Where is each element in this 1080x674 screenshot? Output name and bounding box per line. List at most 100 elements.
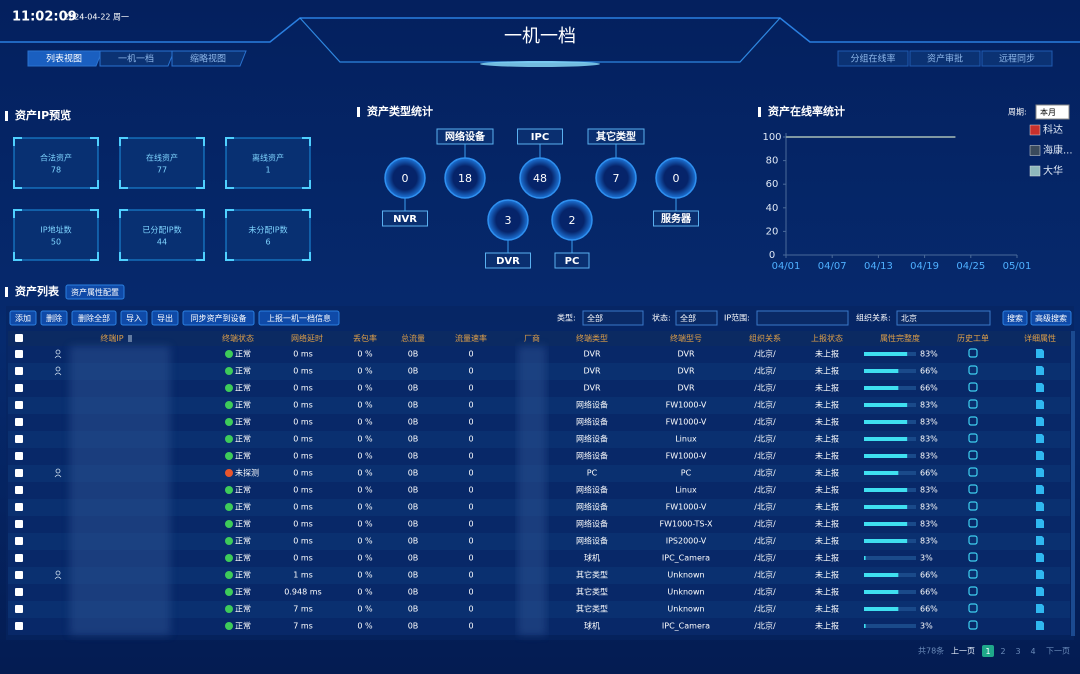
tab-label[interactable]: 远程同步 xyxy=(999,54,1035,65)
history-icon[interactable] xyxy=(968,382,978,392)
checkbox[interactable] xyxy=(15,367,23,375)
detail-icon[interactable] xyxy=(1036,451,1044,460)
tab-label[interactable]: 列表视图 xyxy=(46,53,82,65)
period-value[interactable]: 本月 xyxy=(1040,107,1056,117)
checkbox[interactable] xyxy=(15,503,23,511)
detail-icon[interactable] xyxy=(1036,587,1044,596)
button-label[interactable]: 导入 xyxy=(126,314,142,323)
tab[interactable] xyxy=(171,50,247,67)
page-number[interactable]: 1 xyxy=(985,647,990,656)
select[interactable] xyxy=(675,310,718,326)
checkbox[interactable] xyxy=(15,588,23,596)
tab-label[interactable]: 资产审批 xyxy=(927,53,963,65)
button-label[interactable]: 同步资产到设备 xyxy=(191,313,247,323)
page-number[interactable]: 3 xyxy=(1015,647,1020,656)
select[interactable] xyxy=(582,310,644,326)
prev-page[interactable]: 上一页 xyxy=(951,647,975,656)
history-icon[interactable] xyxy=(968,586,978,596)
page-number[interactable]: 4 xyxy=(1030,647,1035,656)
detail-icon[interactable] xyxy=(1036,417,1044,426)
button[interactable] xyxy=(9,310,37,326)
checkbox[interactable] xyxy=(15,520,23,528)
checkbox[interactable] xyxy=(15,350,23,358)
input[interactable] xyxy=(756,310,849,326)
detail-icon[interactable] xyxy=(1036,485,1044,494)
detail-icon[interactable] xyxy=(1036,519,1044,528)
detail-icon[interactable] xyxy=(1036,604,1044,613)
next-page[interactable]: 下一页 xyxy=(1046,647,1070,656)
select-value[interactable]: 全部 xyxy=(587,313,603,323)
select-value[interactable]: 全部 xyxy=(680,313,696,323)
detail-icon[interactable] xyxy=(1036,553,1044,562)
detail-icon[interactable] xyxy=(1036,349,1044,358)
detail-icon[interactable] xyxy=(1036,434,1044,443)
button-label[interactable]: 高级搜索 xyxy=(1035,313,1067,323)
button-label[interactable]: 资产属性配置 xyxy=(71,287,119,297)
history-icon[interactable] xyxy=(968,467,978,477)
tab-label[interactable]: 分组在线率 xyxy=(850,53,895,65)
history-icon[interactable] xyxy=(968,501,978,511)
history-icon[interactable] xyxy=(968,433,978,443)
button[interactable] xyxy=(65,284,125,300)
history-icon[interactable] xyxy=(968,603,978,613)
history-icon[interactable] xyxy=(968,416,978,426)
checkbox[interactable] xyxy=(15,452,23,460)
period-select[interactable] xyxy=(1035,104,1070,120)
checkbox[interactable] xyxy=(15,384,23,392)
button-label[interactable]: 添加 xyxy=(15,313,31,323)
button[interactable] xyxy=(40,310,68,326)
detail-icon[interactable] xyxy=(1036,570,1044,579)
tab[interactable] xyxy=(909,50,981,67)
tab[interactable] xyxy=(981,50,1053,67)
button-label[interactable]: 删除 xyxy=(46,313,62,323)
checkbox[interactable] xyxy=(15,571,23,579)
history-icon[interactable] xyxy=(968,399,978,409)
button-label[interactable]: 导出 xyxy=(157,313,173,323)
page-number[interactable]: 2 xyxy=(1000,647,1005,656)
checkbox[interactable] xyxy=(15,554,23,562)
button[interactable] xyxy=(258,310,340,326)
input-value[interactable]: 北京 xyxy=(901,313,917,323)
button[interactable] xyxy=(1030,310,1072,326)
page-active[interactable] xyxy=(982,645,994,657)
tab[interactable] xyxy=(99,50,175,67)
button-label[interactable]: 删除全部 xyxy=(78,313,110,323)
history-icon[interactable] xyxy=(968,484,978,494)
tab-label[interactable]: 缩略视图 xyxy=(190,53,226,65)
detail-icon[interactable] xyxy=(1036,621,1044,630)
history-icon[interactable] xyxy=(968,450,978,460)
tab[interactable] xyxy=(27,50,103,67)
checkbox[interactable] xyxy=(15,486,23,494)
history-icon[interactable] xyxy=(968,348,978,358)
detail-icon[interactable] xyxy=(1036,502,1044,511)
checkbox[interactable] xyxy=(15,418,23,426)
input[interactable] xyxy=(896,310,991,326)
history-icon[interactable] xyxy=(968,552,978,562)
checkbox[interactable] xyxy=(15,334,23,342)
tab-label[interactable]: 一机一档 xyxy=(118,53,154,65)
detail-icon[interactable] xyxy=(1036,383,1044,392)
detail-icon[interactable] xyxy=(1036,536,1044,545)
detail-icon[interactable] xyxy=(1036,366,1044,375)
history-icon[interactable] xyxy=(968,518,978,528)
tab[interactable] xyxy=(837,50,909,67)
button[interactable] xyxy=(151,310,179,326)
checkbox[interactable] xyxy=(15,622,23,630)
history-icon[interactable] xyxy=(968,365,978,375)
button[interactable] xyxy=(1002,310,1028,326)
scrollbar[interactable] xyxy=(1071,331,1075,636)
history-icon[interactable] xyxy=(968,569,978,579)
button-label[interactable]: 搜索 xyxy=(1007,313,1023,323)
detail-icon[interactable] xyxy=(1036,400,1044,409)
history-icon[interactable] xyxy=(968,620,978,630)
checkbox[interactable] xyxy=(15,537,23,545)
checkbox[interactable] xyxy=(15,435,23,443)
checkbox[interactable] xyxy=(15,605,23,613)
checkbox[interactable] xyxy=(15,401,23,409)
checkbox[interactable] xyxy=(15,469,23,477)
button[interactable] xyxy=(120,310,148,326)
button[interactable] xyxy=(182,310,255,326)
button[interactable] xyxy=(71,310,117,326)
detail-icon[interactable] xyxy=(1036,468,1044,477)
button-label[interactable]: 上报一机一档信息 xyxy=(267,313,331,323)
